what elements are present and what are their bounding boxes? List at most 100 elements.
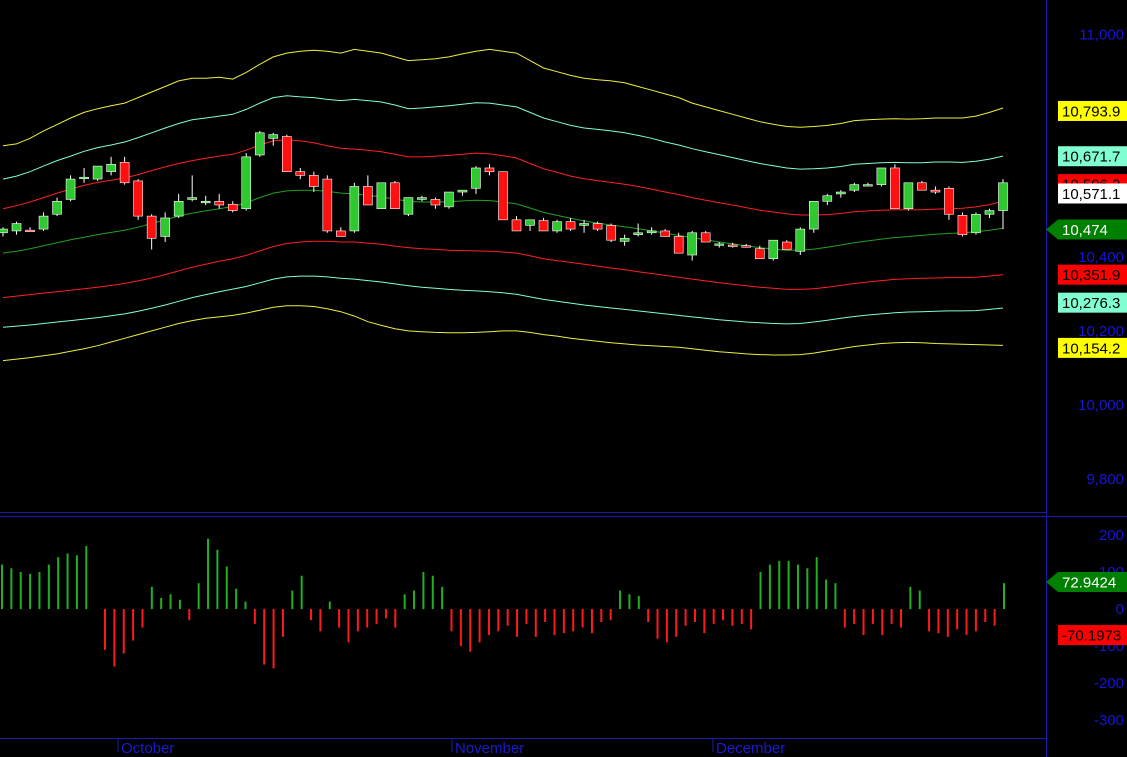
candle-body xyxy=(984,210,995,215)
candle-body xyxy=(322,178,333,232)
candle-60 xyxy=(809,200,819,233)
candle-73 xyxy=(984,208,995,218)
candle-53 xyxy=(714,242,725,248)
candle-body xyxy=(160,217,170,237)
candle-body xyxy=(876,167,887,185)
candle-body xyxy=(552,221,562,232)
candle-body xyxy=(903,182,914,210)
candle-13 xyxy=(173,193,184,218)
candle-body xyxy=(673,236,684,254)
candle-12 xyxy=(160,212,170,243)
price-tick-label: 9,800 xyxy=(1086,471,1124,488)
candle-body xyxy=(525,219,535,226)
candle-body xyxy=(849,184,860,191)
candle-69 xyxy=(930,186,941,194)
candle-body xyxy=(781,241,792,250)
candle-38 xyxy=(511,216,522,232)
candle-body xyxy=(457,189,468,193)
candle-body xyxy=(106,163,116,172)
candle-11 xyxy=(146,214,157,250)
candle-50 xyxy=(673,232,684,254)
price-tag-3: 10,571.1 xyxy=(1058,183,1127,204)
candle-body xyxy=(119,162,130,184)
osc-tick-label: 0 xyxy=(1116,601,1124,618)
band-line-1 xyxy=(2,95,1004,180)
candle-27 xyxy=(363,175,373,206)
candle-68 xyxy=(917,180,927,191)
tag-label: 10,351.9 xyxy=(1062,267,1120,284)
candle-body xyxy=(254,132,265,156)
candle-17 xyxy=(227,201,238,213)
candle-43 xyxy=(579,219,589,233)
candle-45 xyxy=(606,223,616,243)
candle-8 xyxy=(106,156,116,176)
osc-tick-label: 200 xyxy=(1099,527,1124,544)
candlesticks xyxy=(0,130,1008,261)
candle-body xyxy=(619,238,630,242)
candle-body xyxy=(836,191,846,195)
candle-body xyxy=(471,167,481,189)
candle-46 xyxy=(619,234,630,246)
candle-39 xyxy=(525,219,535,231)
candle-72 xyxy=(971,212,981,235)
candle-body xyxy=(52,200,62,215)
price-tick-label: 10,400 xyxy=(1078,249,1124,266)
candle-34 xyxy=(457,189,468,196)
candle-28 xyxy=(376,182,387,210)
candle-body xyxy=(741,245,752,248)
candle-59 xyxy=(795,227,806,255)
candle-body xyxy=(0,228,8,234)
candle-40 xyxy=(538,217,549,232)
oscillator-histogram xyxy=(1,538,1005,669)
candle-36 xyxy=(484,164,495,176)
candle-body xyxy=(173,200,184,217)
price-tags: 10,793.910,671.710,596.210,571.110,47410… xyxy=(1046,100,1127,646)
candle-63 xyxy=(849,182,860,193)
band-line-5 xyxy=(2,275,1004,328)
band-line-0 xyxy=(2,48,1004,147)
candle-61 xyxy=(822,193,833,205)
candle-body xyxy=(714,243,725,246)
tag-bg xyxy=(1046,219,1127,240)
candle-3 xyxy=(38,212,49,231)
candle-body xyxy=(863,184,873,187)
tag-label: 10,793.9 xyxy=(1062,103,1120,120)
candle-56 xyxy=(754,245,765,260)
candle-67 xyxy=(903,182,914,211)
candle-body xyxy=(727,244,738,247)
time-label: December xyxy=(716,740,785,757)
price-axis: 11,000 10,400 10,200 10,000 9,800 xyxy=(1078,27,1124,488)
tag-bg xyxy=(1058,100,1127,121)
tag-label: 10,671.7 xyxy=(1062,149,1120,166)
candle-body xyxy=(754,248,765,260)
candle-body xyxy=(92,165,103,180)
candle-47 xyxy=(633,223,643,237)
candle-15 xyxy=(200,195,211,205)
candle-body xyxy=(268,134,279,139)
osc-tick-label: -200 xyxy=(1094,675,1124,692)
candle-23 xyxy=(309,171,319,193)
candle-body xyxy=(768,239,779,260)
candle-65 xyxy=(876,167,887,187)
osc-tag-1: -70.1973 xyxy=(1058,625,1127,646)
candle-body xyxy=(403,197,414,215)
candle-body xyxy=(538,220,549,232)
candle-body xyxy=(79,176,89,180)
price-tick-label: 10,000 xyxy=(1078,397,1124,414)
candle-20 xyxy=(268,132,279,146)
candle-25 xyxy=(336,227,346,237)
candle-body xyxy=(187,197,197,200)
price-tag-7: 10,154.2 xyxy=(1058,337,1127,358)
osc-tick-label: -300 xyxy=(1094,712,1124,729)
candle-body xyxy=(336,230,346,237)
candle-32 xyxy=(430,197,441,209)
price-tag-6: 10,276.3 xyxy=(1058,292,1127,313)
candle-body xyxy=(498,171,508,221)
time-axis: October November December xyxy=(117,739,785,757)
candle-7 xyxy=(92,165,103,181)
candle-71 xyxy=(957,212,968,237)
candle-30 xyxy=(403,197,414,217)
candle-body xyxy=(633,232,643,235)
band-line-4 xyxy=(2,240,1004,299)
